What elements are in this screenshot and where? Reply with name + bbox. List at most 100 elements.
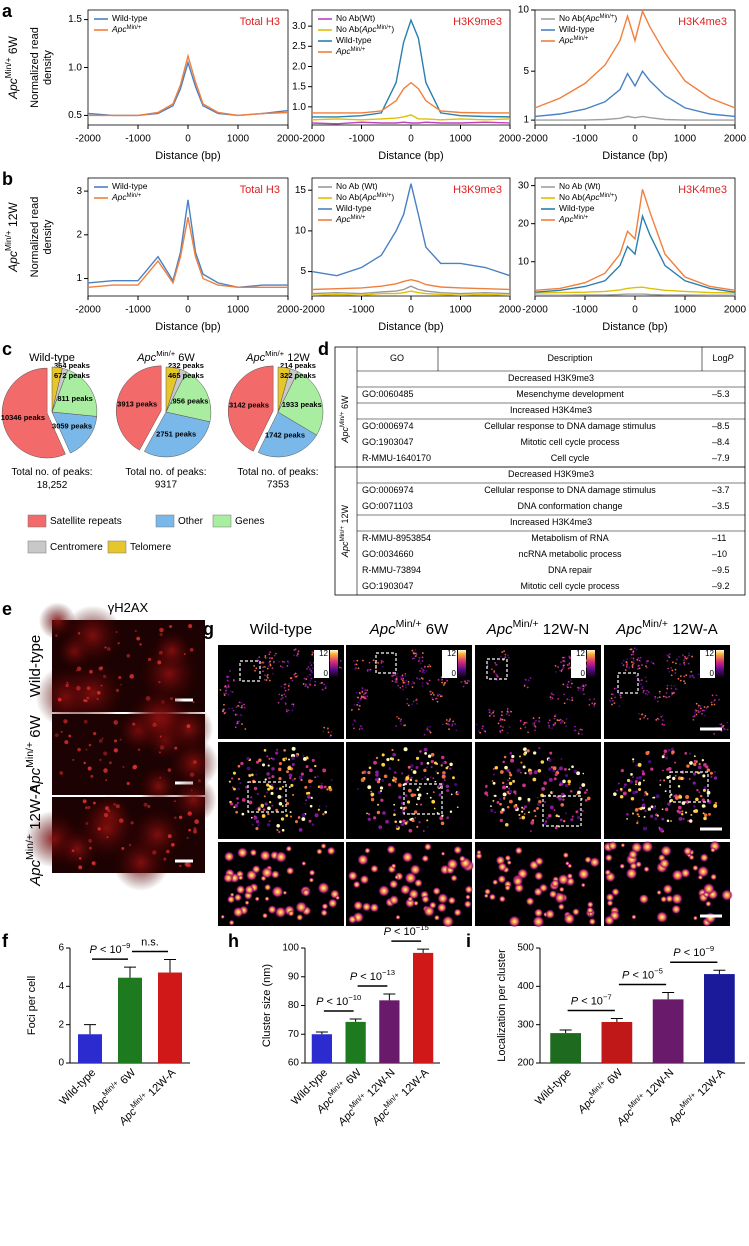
- cluster-blob: [557, 903, 565, 911]
- cluster-dot: [404, 672, 407, 675]
- text-run: Decreased H3K9me3: [508, 373, 594, 383]
- focus-speck: [171, 842, 175, 847]
- bar: [345, 1021, 366, 1063]
- bar: [379, 1000, 400, 1063]
- cluster-blob: [567, 863, 573, 869]
- row-label: ApcMin/+ 6W: [24, 714, 44, 794]
- row-label: Wild-type: [27, 635, 44, 698]
- cluster-dot: [267, 665, 270, 668]
- cluster-dot: [640, 683, 642, 686]
- cluster-dot: [636, 820, 639, 823]
- cluster-dot: [357, 701, 360, 704]
- cluster-dot: [257, 659, 260, 662]
- cluster-dot: [715, 694, 718, 697]
- cluster-dot: [426, 819, 429, 822]
- text-run: P: [384, 926, 392, 938]
- series-line: [311, 290, 511, 296]
- focus-speck: [115, 688, 120, 693]
- cluster-dot: [361, 689, 364, 692]
- section-title: Increased H3K4me3: [510, 517, 592, 527]
- bar: [311, 1034, 332, 1063]
- section-title: Decreased H3K9me3: [508, 469, 594, 479]
- cluster-dot: [268, 785, 272, 788]
- error-bar: [383, 993, 396, 1001]
- cluster-dot: [490, 808, 494, 813]
- cluster-dot: [378, 825, 383, 829]
- cluster-dot: [650, 805, 654, 809]
- cluster-dot: [688, 819, 693, 823]
- cluster-blob: [463, 900, 472, 909]
- cluster-blob: [605, 853, 613, 862]
- focus-speck: [137, 748, 141, 751]
- cluster-dot: [287, 766, 292, 771]
- cluster-dot: [688, 654, 690, 657]
- text-run: density: [42, 219, 54, 254]
- cluster-dot: [231, 786, 234, 789]
- cluster-dot: [289, 776, 292, 780]
- cluster-dot: [399, 820, 402, 824]
- y-tick-label: 60: [288, 1058, 300, 1069]
- cluster-dot: [695, 797, 699, 802]
- cluster-dot: [269, 651, 272, 654]
- go-description: Mitotic cell cycle process: [520, 437, 620, 447]
- cluster-dot: [314, 776, 317, 779]
- legend-label: Telomere: [130, 542, 172, 553]
- text-run: Increased H3K4me3: [510, 517, 592, 527]
- cluster-dot: [577, 732, 580, 735]
- cluster-blob: [545, 909, 555, 919]
- cluster-dot: [409, 818, 412, 821]
- cluster-dot: [311, 758, 315, 762]
- cluster-dot: [255, 760, 260, 764]
- cluster-dot: [677, 805, 682, 810]
- cluster-dot: [632, 651, 635, 654]
- cluster-dot: [383, 774, 388, 779]
- cluster-dot: [486, 794, 489, 797]
- cluster-dot: [643, 815, 646, 818]
- cluster-dot: [422, 669, 424, 671]
- focus-speck: [103, 674, 107, 678]
- cluster-dot: [224, 685, 227, 687]
- text-run: –10: [712, 549, 727, 559]
- cluster-dot: [257, 808, 261, 811]
- cluster-dot: [655, 718, 658, 721]
- cluster-dot: [553, 777, 557, 781]
- cluster-dot: [693, 715, 696, 717]
- cluster-dot: [664, 790, 667, 793]
- cluster-dot: [642, 826, 647, 831]
- cluster-dot: [688, 778, 691, 780]
- cluster-dot: [582, 685, 585, 688]
- cluster-dot: [664, 756, 669, 760]
- cluster-dot: [400, 718, 402, 721]
- text-run: h: [228, 931, 239, 951]
- go-id: GO:1903047: [362, 581, 414, 591]
- text-run: ncRNA metabolic process: [518, 549, 622, 559]
- text-run: Min/+: [600, 193, 615, 199]
- cluster-blob: [587, 901, 594, 908]
- focus-speck: [166, 849, 170, 854]
- cluster-dot: [565, 725, 567, 728]
- cluster-dot: [366, 670, 369, 672]
- cluster-dot: [690, 813, 693, 816]
- column-label: ApcMin/+ 6W: [369, 618, 449, 638]
- cluster-blob: [611, 887, 620, 896]
- cluster-dot: [388, 767, 392, 771]
- cluster-dot: [360, 725, 363, 727]
- cluster-dot: [483, 729, 485, 732]
- slice-label: 232 peaks: [168, 361, 204, 370]
- cluster-dot: [484, 791, 488, 796]
- cluster-blob: [484, 888, 491, 895]
- cluster-blob: [271, 885, 284, 898]
- cluster-dot: [630, 648, 633, 651]
- series-line: [534, 189, 736, 291]
- cluster-blob: [525, 897, 535, 906]
- cluster-dot: [674, 775, 677, 777]
- cluster-blob: [401, 851, 414, 863]
- table-header: LogP: [712, 353, 733, 363]
- log-p: –3.5: [712, 501, 730, 511]
- text-run: 12W-N: [539, 621, 590, 638]
- cluster-dot: [267, 806, 271, 811]
- cluster-dot: [366, 695, 369, 698]
- cluster-dot: [429, 776, 432, 779]
- cluster-dot: [624, 669, 627, 671]
- cluster-dot: [421, 682, 424, 684]
